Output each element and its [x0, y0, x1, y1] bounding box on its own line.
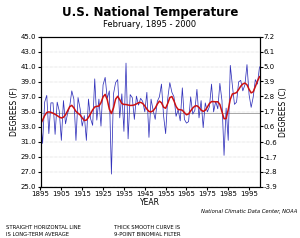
X-axis label: YEAR: YEAR — [140, 198, 160, 207]
Text: February, 1895 - 2000: February, 1895 - 2000 — [103, 20, 196, 29]
Text: STRAIGHT HORIZONTAL LINE
IS LONG-TERM AVERAGE: STRAIGHT HORIZONTAL LINE IS LONG-TERM AV… — [6, 225, 81, 237]
Text: U.S. National Temperature: U.S. National Temperature — [62, 6, 238, 19]
Text: National Climatic Data Center, NOAA: National Climatic Data Center, NOAA — [201, 209, 297, 214]
Y-axis label: DEGREES (C): DEGREES (C) — [279, 87, 288, 137]
Text: THICK SMOOTH CURVE IS
9-POINT BINOMIAL FILTER: THICK SMOOTH CURVE IS 9-POINT BINOMIAL F… — [114, 225, 181, 237]
Y-axis label: DEGREES (F): DEGREES (F) — [10, 87, 19, 136]
